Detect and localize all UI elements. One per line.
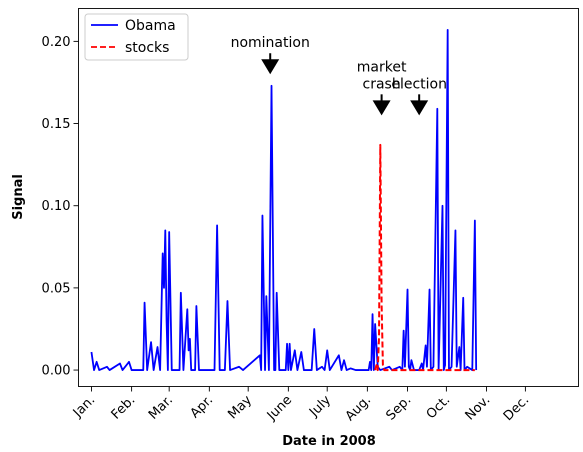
annotation-text: crash <box>363 76 401 92</box>
y-axis-title: Signal <box>11 174 26 220</box>
annotation-text: market <box>357 59 407 75</box>
series-line-stocks <box>374 143 475 372</box>
marks-layer <box>90 28 478 372</box>
y-tick-label: 0.00 <box>42 364 71 379</box>
x-axis-title: Date in 2008 <box>282 434 376 449</box>
annotation-arrow-head <box>410 100 429 116</box>
annotation-text: nomination <box>231 35 310 51</box>
series-line-obama <box>90 28 478 371</box>
annotation-arrow-head <box>261 59 280 75</box>
y-tick-label: 0.15 <box>42 117 71 132</box>
legend-label-obama: Obama <box>125 18 176 34</box>
y-tick-label: 0.10 <box>42 199 71 214</box>
legend-label-stocks: stocks <box>125 40 169 56</box>
plot-frame <box>78 8 579 387</box>
annotation-election: election <box>391 76 447 116</box>
y-tick-label: 0.05 <box>42 281 71 296</box>
annotation-arrow-head <box>372 100 391 116</box>
y-axis: 0.00 0.05 0.10 0.15 0.20 <box>42 35 79 379</box>
annotation-nomination: nomination <box>231 35 310 75</box>
y-tick-label: 0.20 <box>42 35 71 50</box>
annotation-text: election <box>391 76 447 92</box>
legend: Obama stocks <box>84 13 189 61</box>
